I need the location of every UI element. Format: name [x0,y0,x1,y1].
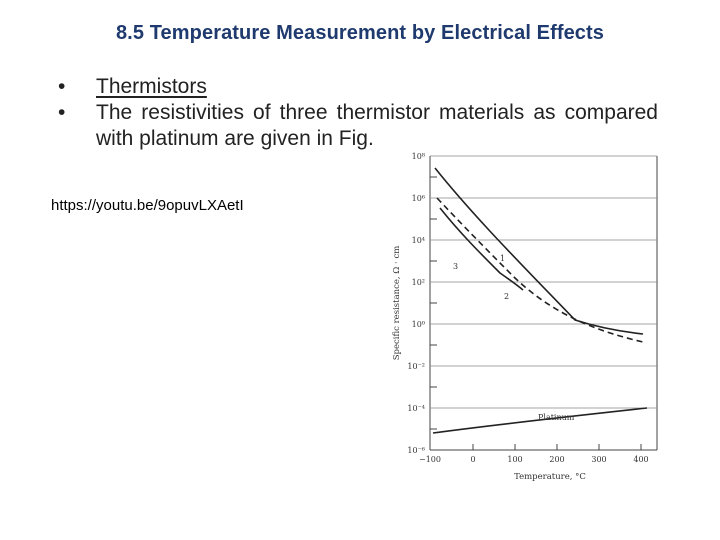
y-tick-label: 10⁻⁶ [407,446,425,455]
x-tick-label: 0 [470,455,475,464]
x-tick-label: 300 [591,455,606,464]
resistivity-figure: 10⁸ 10⁶ 10⁴ 10² 10⁰ 10⁻² 10⁻⁴ 10⁻⁶ −100 … [385,148,670,488]
platinum-label: Platinum [538,413,575,422]
bullet-item-thermistors: • Thermistors [58,74,658,100]
video-link[interactable]: https://youtu.be/9opuvLXAetI [51,197,244,214]
bullet-text-thermistors: Thermistors [96,75,207,98]
bullet-list: • Thermistors • The resistivities of thr… [58,74,658,152]
y-minor-ticks [430,176,437,430]
curve-3 [439,207,524,291]
y-tick-label: 10⁶ [412,194,425,203]
x-axis-title: Temperature, °C [514,472,586,482]
x-tick-label: 400 [633,455,648,464]
curve-label-2: 2 [504,292,509,301]
bullet-clip: • Thermistors • The resistivities of thr… [0,0,720,158]
grid-lines [430,155,657,409]
x-tick-label: −100 [419,455,441,464]
curve-platinum [432,407,648,434]
y-tick-label: 10⁴ [412,236,425,245]
resistivity-figure-svg: 10⁸ 10⁶ 10⁴ 10² 10⁰ 10⁻² 10⁻⁴ 10⁻⁶ −100 … [392,152,658,482]
bullet-marker: • [58,101,66,124]
y-tick-label: 10⁰ [412,320,425,329]
curve-label-1: 1 [500,254,505,263]
bullet-item-resistivities: • The resistivities of three thermistor … [58,100,658,152]
x-ticks [472,444,642,450]
bullet-marker: • [58,75,66,98]
y-tick-label: 10² [412,278,425,287]
curve-1 [434,167,644,335]
y-tick-label: 10⁻² [407,362,425,371]
curve-2 [436,197,644,343]
bullet-text-resistivities: The resistivities of three thermistor ma… [96,101,658,150]
x-tick-label: 200 [549,455,564,464]
y-tick-label: 10⁻⁴ [407,404,425,413]
y-tick-label: 10⁸ [412,152,425,161]
curve-label-3: 3 [453,262,458,271]
y-axis-title: Specific resistance, Ω · cm [392,246,402,361]
x-tick-label: 100 [507,455,522,464]
slide-title: 8.5 Temperature Measurement by Electrica… [115,22,605,44]
